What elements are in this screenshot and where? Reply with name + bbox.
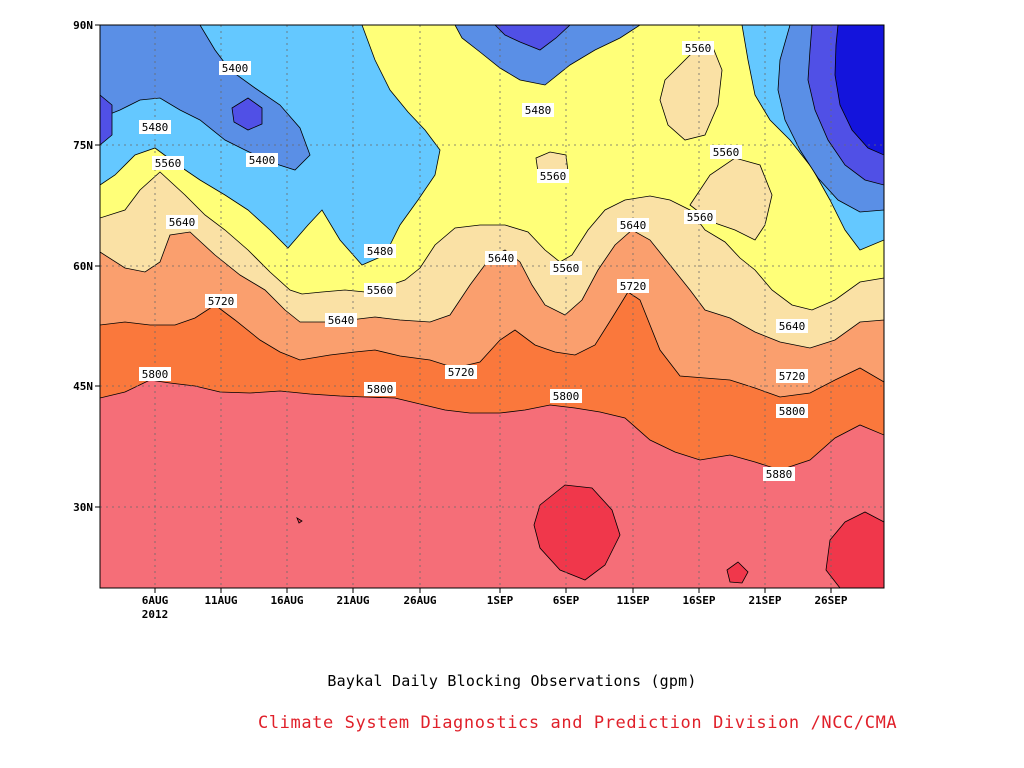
contour-label-bg bbox=[550, 261, 582, 275]
contour-label-bg bbox=[684, 210, 716, 224]
x-tick-label: 11SEP bbox=[616, 594, 649, 607]
plot-frame bbox=[99, 24, 885, 589]
chart-title: Baykal Daily Blocking Observations (gpm) bbox=[327, 672, 697, 690]
contour-label-bg bbox=[205, 294, 237, 308]
island-5960-c bbox=[726, 561, 749, 584]
contour-label-bg bbox=[682, 41, 714, 55]
contour-label: 5640 bbox=[488, 252, 515, 265]
contour-label: 5480 bbox=[367, 245, 394, 258]
contour-label-bg bbox=[537, 169, 569, 183]
contour-label: 5560 bbox=[713, 146, 740, 159]
island-tiny bbox=[296, 517, 303, 524]
x-tick-label: 21AUG bbox=[336, 594, 369, 607]
contour-label-bg bbox=[364, 244, 396, 258]
contour-chart: 5400 5400 5480 5480 5480 5560 5560 5560 5560 5560… bbox=[73, 19, 885, 621]
contour-label: 5560 bbox=[540, 170, 567, 183]
band-5320-d bbox=[100, 94, 113, 146]
contour-label-bg bbox=[776, 319, 808, 333]
contour-label: 5720 bbox=[208, 295, 235, 308]
contour-label-bg bbox=[550, 389, 582, 403]
y-axis: 90N 75N 60N 45N 30N bbox=[73, 19, 100, 514]
contour-label-bg bbox=[617, 279, 649, 293]
contour-labels: 5400 5400 5480 5480 5480 5560 5560 5560 5560 5560… bbox=[139, 41, 808, 481]
contour-label-bg bbox=[485, 251, 517, 265]
contour-label: 5720 bbox=[448, 366, 475, 379]
grid-lines bbox=[100, 25, 884, 588]
contour-label: 5720 bbox=[779, 370, 806, 383]
contour-label-bg bbox=[710, 145, 742, 159]
contour-label-bg bbox=[166, 215, 198, 229]
contour-label-bg bbox=[445, 365, 477, 379]
contour-label: 5640 bbox=[169, 216, 196, 229]
contour-label-bg bbox=[617, 218, 649, 232]
x-tick-label: 26SEP bbox=[814, 594, 847, 607]
x-tick-label: 26AUG bbox=[403, 594, 436, 607]
x-tick-label: 1SEP bbox=[487, 594, 514, 607]
contour-label: 5560 bbox=[155, 157, 182, 170]
x-tick-label: 21SEP bbox=[748, 594, 781, 607]
contour-label: 5400 bbox=[222, 62, 249, 75]
x-tick-label: 11AUG bbox=[204, 594, 237, 607]
y-tick-label: 45N bbox=[73, 380, 93, 393]
x-tick-label: 6SEP bbox=[553, 594, 580, 607]
x-axis: 6AUG 11AUG 16AUG 21AUG 26AUG 1SEP 6SEP 11SEP 16S… bbox=[142, 588, 848, 621]
contour-label: 5800 bbox=[553, 390, 580, 403]
contour-label: 5480 bbox=[142, 121, 169, 134]
contour-label: 5480 bbox=[525, 104, 552, 117]
contour-label-bg bbox=[763, 467, 795, 481]
island-5960-b bbox=[825, 511, 884, 588]
band-5400-b bbox=[454, 25, 641, 86]
y-tick-label: 60N bbox=[73, 260, 93, 273]
contour-label: 5640 bbox=[779, 320, 806, 333]
contour-label: 5640 bbox=[328, 314, 355, 327]
contour-label-bg bbox=[139, 367, 171, 381]
contour-label-bg bbox=[364, 283, 396, 297]
contour-label: 5640 bbox=[620, 219, 647, 232]
contour-label: 5880 bbox=[766, 468, 793, 481]
contour-label: 5560 bbox=[367, 284, 394, 297]
contour-label: 5720 bbox=[620, 280, 647, 293]
contour-label: 5560 bbox=[553, 262, 580, 275]
contour-label: 5800 bbox=[367, 383, 394, 396]
contour-label-bg bbox=[152, 156, 184, 170]
contour-label: 5560 bbox=[687, 211, 714, 224]
x-tick-label: 16SEP bbox=[682, 594, 715, 607]
island-5960-a bbox=[533, 484, 621, 581]
band-lowest bbox=[834, 25, 884, 156]
contour-label-bg bbox=[776, 369, 808, 383]
contour-label-bg bbox=[219, 61, 251, 75]
y-tick-label: 90N bbox=[73, 19, 93, 32]
x-tick-label: 16AUG bbox=[270, 594, 303, 607]
contour-label-bg bbox=[364, 382, 396, 396]
contour-label: 5800 bbox=[142, 368, 169, 381]
y-tick-label: 75N bbox=[73, 139, 93, 152]
credit-line: Climate System Diagnostics and Predictio… bbox=[258, 713, 898, 733]
x-tick-label: 6AUG bbox=[142, 594, 169, 607]
contour-label: 5800 bbox=[779, 405, 806, 418]
contour-label: 5400 bbox=[249, 154, 276, 167]
contour-label-bg bbox=[246, 153, 278, 167]
band-5320-b bbox=[494, 25, 571, 51]
band-5320 bbox=[231, 97, 263, 131]
contour-label-bg bbox=[139, 120, 171, 134]
contour-label-bg bbox=[522, 103, 554, 117]
contour-label-bg bbox=[776, 404, 808, 418]
y-tick-label: 30N bbox=[73, 501, 93, 514]
contour-label: 5560 bbox=[685, 42, 712, 55]
x-year-label: 2012 bbox=[142, 608, 169, 621]
contour-label-bg bbox=[325, 313, 357, 327]
